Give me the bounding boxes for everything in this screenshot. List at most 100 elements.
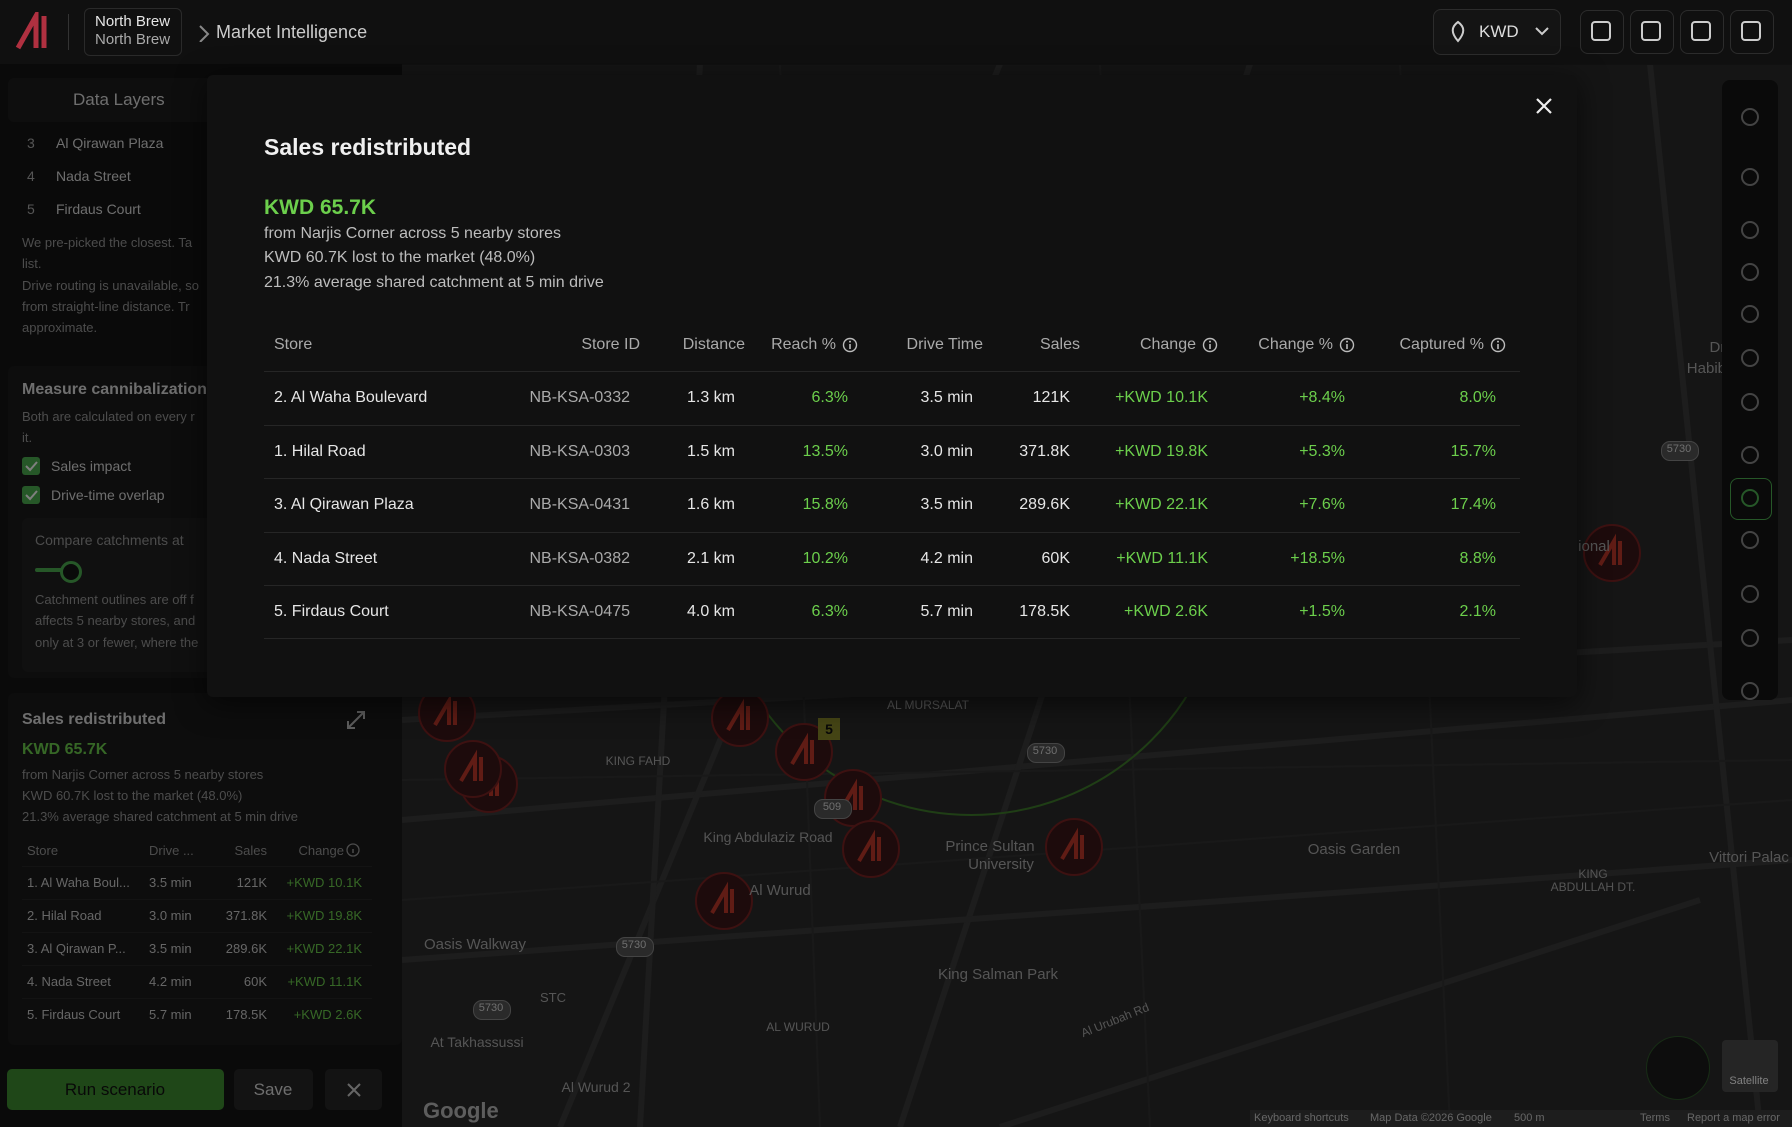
table-cell: 4. Nada Street — [274, 549, 378, 567]
rect — [1641, 21, 1661, 41]
icon — [1535, 27, 1549, 36]
table-cell: 6.3% — [811, 603, 848, 621]
toolbar-button[interactable] — [1680, 10, 1724, 54]
icon — [1591, 21, 1611, 41]
table-cell: 178.5K — [1019, 603, 1070, 621]
table-cell: 5.7 min — [920, 603, 973, 621]
icon — [1741, 21, 1761, 41]
table-divider — [264, 585, 1520, 587]
table-header: Change % — [1258, 336, 1333, 353]
table-cell: 4.0 km — [686, 603, 735, 621]
table-cell: 15.8% — [802, 496, 848, 514]
table-cell: 1.3 km — [686, 389, 735, 406]
path — [1536, 98, 1552, 114]
table-cell: NB-KSA-0303 — [529, 442, 631, 460]
icon — [1490, 337, 1506, 353]
modal-line: KWD 60.7K lost to the market (48.0%) — [264, 249, 536, 267]
table-cell: 2.1 km — [686, 549, 735, 567]
toolbar-button[interactable] — [1580, 10, 1624, 54]
table-divider — [264, 638, 1520, 639]
table-header: Store — [274, 336, 313, 353]
icon — [1202, 337, 1218, 353]
org-name: North Brew — [95, 13, 171, 30]
table-cell: +KWD 22.1K — [1115, 496, 1208, 514]
breadcrumb: Market Intelligence — [216, 22, 368, 42]
icon — [842, 337, 858, 353]
table-header: Sales — [1039, 336, 1080, 353]
icon — [1451, 20, 1465, 43]
toolbar-button[interactable] — [1730, 10, 1774, 54]
table-cell: 3.0 min — [920, 442, 973, 460]
table-cell: NB-KSA-0431 — [529, 496, 631, 514]
table-cell: 5. Firdaus Court — [274, 603, 389, 621]
table-cell: 1.5 km — [686, 442, 735, 460]
table-cell: 13.5% — [802, 442, 848, 460]
icon — [1691, 21, 1711, 41]
table-cell: +18.5% — [1290, 549, 1345, 567]
table-cell: 289.6K — [1019, 496, 1070, 514]
table-divider — [264, 531, 1520, 533]
icon — [199, 25, 210, 42]
table-cell: 10.2% — [802, 549, 848, 567]
icon — [1339, 337, 1355, 353]
table-cell: +8.4% — [1299, 389, 1345, 406]
app-logo — [15, 12, 47, 50]
rect — [1691, 21, 1711, 41]
table-divider — [264, 371, 1520, 372]
modal-title: Sales redistributed — [264, 134, 472, 160]
table-cell: 8.0% — [1459, 389, 1496, 406]
table-cell: 17.4% — [1450, 496, 1496, 514]
table-cell: 3. Al Qirawan Plaza — [274, 496, 414, 514]
path — [199, 25, 210, 42]
rect — [1591, 21, 1611, 41]
table-cell: NB-KSA-0475 — [529, 603, 631, 621]
toolbar-button[interactable] — [1630, 10, 1674, 54]
table-cell: +7.6% — [1299, 496, 1345, 514]
table-cell: NB-KSA-0382 — [529, 549, 631, 567]
table-cell: +KWD 2.6K — [1123, 603, 1208, 621]
table-cell: 4.2 min — [920, 549, 973, 567]
table-cell: 371.8K — [1019, 442, 1070, 460]
table-divider — [264, 424, 1520, 426]
circle — [842, 337, 858, 353]
icon — [1641, 21, 1661, 41]
org-subname: North Brew — [95, 31, 171, 48]
circle — [1346, 340, 1348, 343]
table-header: Captured % — [1399, 336, 1485, 353]
table-header: Change — [1139, 336, 1196, 353]
table-cell: 1.6 km — [686, 496, 735, 514]
circle — [1209, 340, 1211, 343]
table-cell: +KWD 19.8K — [1115, 442, 1208, 460]
icon — [15, 12, 47, 50]
table-header: Store ID — [581, 336, 640, 353]
table-cell: NB-KSA-0332 — [529, 389, 631, 406]
modal — [207, 75, 1577, 697]
table-header: Drive Time — [906, 336, 983, 353]
table-cell: 2.1% — [1459, 603, 1496, 621]
table-cell: 6.3% — [811, 389, 848, 406]
icon — [1536, 98, 1552, 114]
divider — [68, 14, 69, 50]
org-switcher[interactable] — [84, 8, 182, 56]
currency: KWD — [1479, 22, 1519, 41]
table-cell: 60K — [1041, 549, 1070, 567]
circle — [849, 340, 851, 343]
rect — [1741, 21, 1761, 41]
modal-line: from Narjis Corner across 5 nearby store… — [264, 225, 561, 242]
circle — [1339, 337, 1355, 353]
table-header: Reach % — [771, 336, 836, 353]
table-cell: +5.3% — [1299, 442, 1345, 460]
table-cell: 3.5 min — [920, 496, 973, 514]
table-header: Distance — [682, 336, 745, 353]
table-cell: 1. Hilal Road — [274, 442, 366, 460]
path — [1535, 27, 1549, 36]
table-cell: 2. Al Waha Boulevard — [274, 389, 428, 406]
table-divider — [264, 478, 1520, 480]
table-cell: 3.5 min — [920, 389, 973, 406]
circle — [1202, 337, 1218, 353]
table-cell: 15.7% — [1450, 442, 1496, 460]
table-cell: 8.8% — [1459, 549, 1496, 567]
circle — [1490, 337, 1506, 353]
circle — [1497, 340, 1499, 343]
